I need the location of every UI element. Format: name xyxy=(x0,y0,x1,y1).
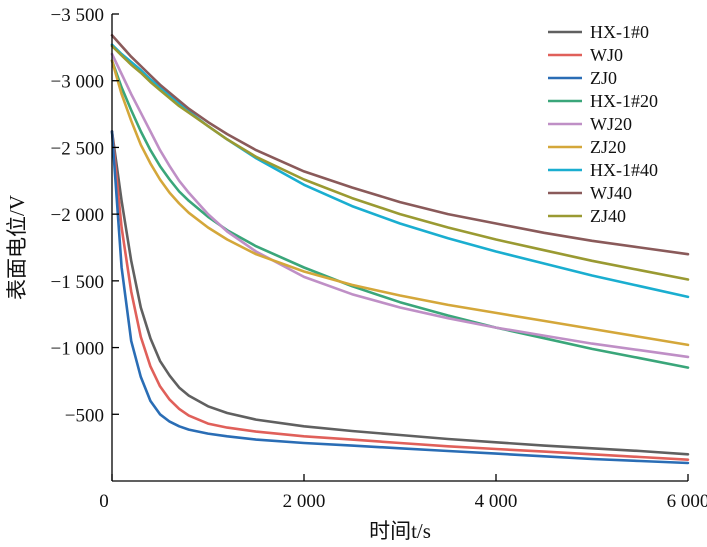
x-ticks: 0 2 000 4 000 6 000 xyxy=(99,474,707,512)
legend-item: ZJ40 xyxy=(548,206,626,226)
axes xyxy=(111,14,688,482)
series-line-zj20 xyxy=(110,59,690,347)
y-tick-label: −2 500 xyxy=(51,138,104,159)
y-tick-label: −2 000 xyxy=(51,205,104,226)
y-tick-label: −1 000 xyxy=(51,339,104,360)
x-tick-label: 2 000 xyxy=(283,491,326,512)
plot-lines xyxy=(110,33,690,465)
y-tick-label: −3 500 xyxy=(51,5,104,26)
y-ticks: −500 −1 000 −1 500 −2 000 −2 500 −3 000 −3 500 xyxy=(51,5,119,426)
legend-item: ZJ0 xyxy=(548,68,617,88)
y-tick-label: −500 xyxy=(65,405,104,426)
legend-item: HX-1#40 xyxy=(548,160,658,180)
legend-item: ZJ20 xyxy=(548,137,626,157)
y-tick-label: −1 500 xyxy=(51,272,104,293)
legend-item: WJ20 xyxy=(548,114,632,134)
series-line-zj40 xyxy=(110,44,690,281)
legend-label: ZJ40 xyxy=(590,206,626,226)
x-tick-label: 0 xyxy=(99,491,109,512)
legend-label: WJ0 xyxy=(590,45,623,65)
y-axis-title: 表面电位/V xyxy=(5,195,29,300)
y-tick-label: −3 000 xyxy=(51,72,104,93)
legend-label: HX-1#0 xyxy=(590,22,649,42)
legend-label: HX-1#40 xyxy=(590,160,658,180)
legend-label: HX-1#20 xyxy=(590,91,658,111)
series-line-wj20 xyxy=(110,52,690,359)
legend-label: WJ20 xyxy=(590,114,632,134)
x-axis-title: 时间t/s xyxy=(369,519,431,543)
series-line-hx-1-0 xyxy=(110,130,690,456)
x-tick-label: 6 000 xyxy=(667,491,707,512)
series-line-zj0 xyxy=(110,130,690,465)
legend-item: HX-1#0 xyxy=(548,22,649,42)
legend-item: WJ40 xyxy=(548,183,632,203)
legend-item: HX-1#20 xyxy=(548,91,658,111)
x-tick-label: 4 000 xyxy=(475,491,518,512)
legend-label: WJ40 xyxy=(590,183,632,203)
legend: HX-1#0 WJ0 ZJ0 HX-1#20 WJ20 ZJ20 HX-1#40 WJ40 ZJ… xyxy=(548,22,658,226)
legend-label: ZJ0 xyxy=(590,68,617,88)
series-line-wj0 xyxy=(110,130,690,462)
legend-item: WJ0 xyxy=(548,45,623,65)
series-line-wj40 xyxy=(110,33,690,256)
legend-label: ZJ20 xyxy=(590,137,626,157)
